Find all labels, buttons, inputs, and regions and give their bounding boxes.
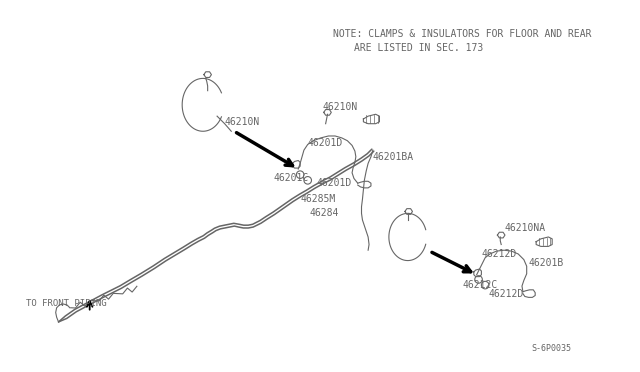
Text: 46285M: 46285M (300, 194, 335, 204)
Text: 46201B: 46201B (529, 259, 564, 269)
Text: NOTE: CLAMPS & INSULATORS FOR FLOOR AND REAR: NOTE: CLAMPS & INSULATORS FOR FLOOR AND … (333, 29, 592, 39)
Text: TO FRONT PIPING: TO FRONT PIPING (26, 299, 107, 308)
Text: ARE LISTED IN SEC. 173: ARE LISTED IN SEC. 173 (354, 43, 483, 53)
Text: 46201BA: 46201BA (373, 152, 414, 162)
Text: 46212D: 46212D (481, 249, 516, 259)
Text: 46201D: 46201D (316, 178, 351, 188)
Text: 46210NA: 46210NA (504, 222, 545, 232)
Text: S-6P0035: S-6P0035 (531, 344, 572, 353)
Text: 46201C: 46201C (274, 173, 309, 183)
Text: 46284: 46284 (310, 208, 339, 218)
Text: 46212C: 46212C (463, 280, 498, 290)
Text: 46210N: 46210N (225, 117, 260, 127)
Text: 46212D: 46212D (489, 289, 524, 299)
Text: 46201D: 46201D (308, 138, 343, 148)
Text: 46210N: 46210N (323, 102, 358, 112)
